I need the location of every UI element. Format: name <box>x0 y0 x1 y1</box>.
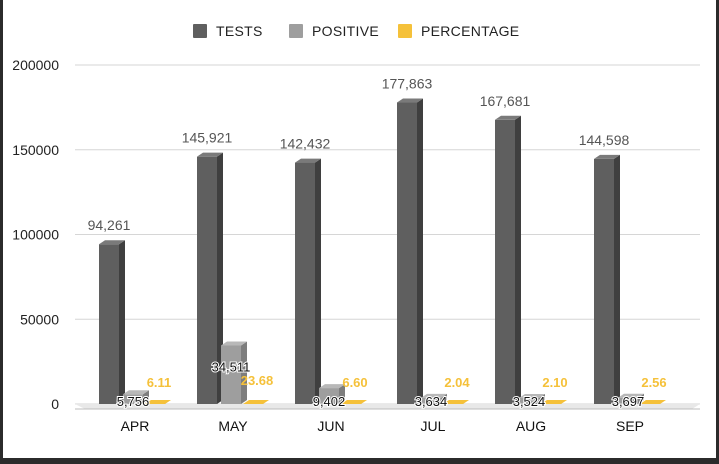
tests-bar-jul-top <box>397 98 423 103</box>
positive-bar-jul-side <box>441 393 447 404</box>
positive-bar-apr-top <box>123 390 149 395</box>
percentage-bar-apr <box>145 400 171 404</box>
percentage-data-label: 2.56 <box>641 375 666 390</box>
percentage-bar-jun <box>341 400 367 404</box>
positive-bar-aug-top <box>519 394 545 399</box>
right-border <box>716 0 719 464</box>
positive-bar-aug-side <box>539 394 545 404</box>
positive-bar-apr-side <box>143 390 149 404</box>
tests-bar-may <box>197 156 217 404</box>
tests-bar-may-side <box>217 152 223 404</box>
positive-bar-may <box>221 345 241 404</box>
positive-bar-apr <box>123 394 143 404</box>
positive-data-label: 34,511 <box>212 360 251 375</box>
positive-bar-jul-top <box>421 393 447 398</box>
legend-label-positive: POSITIVE <box>312 23 379 39</box>
tests-bar-sep <box>594 158 614 404</box>
tests-data-label: 145,921 <box>182 130 233 146</box>
legend-swatch-tests <box>193 24 207 38</box>
percentage-data-label: 6.11 <box>147 375 172 390</box>
x-category-label: APR <box>121 418 150 434</box>
y-tick-label: 50000 <box>20 311 59 327</box>
tests-bar-apr-top <box>99 240 125 245</box>
legend-label-tests: TESTS <box>216 23 263 39</box>
percentage-bar-jul <box>443 400 469 404</box>
percentage-bar-may <box>243 400 269 404</box>
tests-bar-aug-side <box>515 115 521 405</box>
tests-bar-jun <box>295 162 315 404</box>
tests-bar-jun-side <box>315 158 321 404</box>
x-category-label: JUN <box>317 418 344 434</box>
positive-bar-sep <box>618 397 638 404</box>
positive-bar-jul <box>421 397 441 404</box>
positive-bar-jun-side <box>339 384 345 404</box>
tests-bar-aug <box>495 119 515 405</box>
legend-swatch-percentage <box>398 24 412 38</box>
positive-bar-jun <box>319 388 339 404</box>
tests-bar-sep-top <box>594 154 620 159</box>
positive-bar-may-side <box>241 341 247 404</box>
tests-data-label: 177,863 <box>382 76 433 92</box>
tests-data-label: 94,261 <box>88 217 131 233</box>
x-category-label: JUL <box>421 418 446 434</box>
y-tick-label: 0 <box>51 396 59 412</box>
chart-floor <box>75 404 700 409</box>
positive-bar-sep-top <box>618 393 644 398</box>
tests-data-label: 167,681 <box>480 93 531 109</box>
positive-data-label: 5,756 <box>117 394 150 409</box>
positive-bar-may-top <box>221 341 247 346</box>
x-category-label: AUG <box>516 418 546 434</box>
tests-data-label: 144,598 <box>579 132 630 148</box>
tests-bar-may-top <box>197 152 223 157</box>
positive-bar-aug <box>519 398 539 404</box>
positive-data-label: 3,697 <box>612 394 645 409</box>
x-category-label: SEP <box>616 418 644 434</box>
y-tick-label: 100000 <box>12 227 59 243</box>
tests-bar-apr-side <box>119 240 125 404</box>
tests-bar-jul-side <box>417 98 423 404</box>
positive-bar-jun-top <box>319 384 345 389</box>
percentage-data-label: 2.04 <box>444 375 470 390</box>
percentage-data-label: 2.10 <box>542 375 567 390</box>
positive-data-label: 9,402 <box>313 394 346 409</box>
percentage-data-label: 23.68 <box>241 373 274 388</box>
positive-bar-sep-side <box>638 393 644 404</box>
positive-data-label: 3,634 <box>415 394 448 409</box>
x-category-label: MAY <box>218 418 248 434</box>
left-border <box>0 0 3 464</box>
percentage-data-label: 6.60 <box>342 375 367 390</box>
y-tick-label: 150000 <box>12 142 59 158</box>
tests-bar-apr <box>99 244 119 404</box>
y-tick-label: 200000 <box>12 57 59 73</box>
positive-data-label: 3,524 <box>513 394 546 409</box>
percentage-bar-aug <box>541 400 567 404</box>
bottom-border <box>0 458 719 464</box>
tests-bar-jun-top <box>295 158 321 163</box>
tests-data-label: 142,432 <box>280 136 331 152</box>
percentage-bar-sep <box>640 400 666 404</box>
legend-swatch-positive <box>289 24 303 38</box>
legend-label-percentage: PERCENTAGE <box>421 23 519 39</box>
tests-bar-jul <box>397 102 417 404</box>
tests-bar-sep-side <box>614 154 620 404</box>
tests-bar-aug-top <box>495 115 521 120</box>
